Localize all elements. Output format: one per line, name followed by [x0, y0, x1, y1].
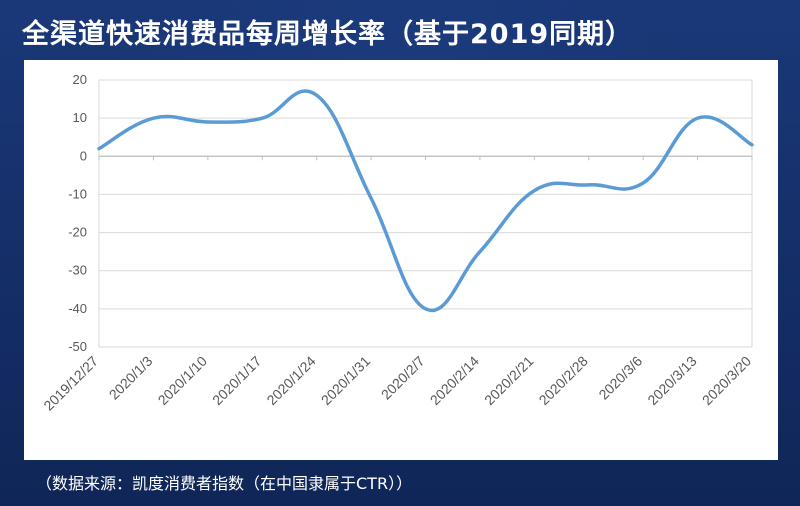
y-tick-label: -40 — [68, 301, 87, 316]
x-tick-label: 2020/2/28 — [536, 353, 592, 409]
x-tick-label: 2020/1/3 — [106, 353, 156, 403]
page-title: 全渠道快速消费品每周增长率（基于2019同期） — [22, 19, 634, 50]
y-tick-label: -50 — [68, 339, 87, 354]
y-tick-label: -30 — [68, 263, 87, 278]
series-layer — [97, 89, 754, 313]
chart-panel: 20 10 0 -10 -20 -30 -40 -50 2019/12/27 2020/1/3 2… — [24, 60, 778, 460]
x-axis-tick-labels: 2019/12/27 2020/1/3 2020/1/10 2020/1/17 2020… — [40, 353, 754, 414]
y-tick-label: -10 — [68, 186, 87, 201]
x-tick-label: 2020/2/7 — [378, 353, 428, 403]
x-tick-label: 2020/2/21 — [481, 353, 537, 409]
x-tick-label: 2019/12/27 — [40, 353, 101, 414]
x-tick-label: 2020/3/13 — [644, 353, 700, 409]
y-tick-label: 0 — [80, 148, 87, 163]
x-tick-label: 2020/1/31 — [318, 353, 374, 409]
x-tick-label: 2020/1/17 — [209, 353, 265, 409]
y-axis-tick-labels: 20 10 0 -10 -20 -30 -40 -50 — [68, 72, 87, 354]
x-axis — [98, 155, 753, 161]
y-tick-label: 20 — [73, 72, 87, 87]
y-tick-label: 10 — [73, 110, 87, 125]
x-tick-label: 2020/2/14 — [427, 353, 483, 409]
x-tick-label: 2020/3/6 — [595, 353, 645, 403]
x-tick-label: 2020/3/20 — [699, 353, 755, 409]
data-source-note: （数据来源：凯度消费者指数（在中国隶属于CTR）） — [36, 474, 413, 493]
series-line — [97, 89, 754, 313]
x-tick-label: 2020/1/24 — [263, 353, 319, 409]
y-tick-label: -20 — [68, 225, 87, 240]
x-tick-label: 2020/1/10 — [155, 353, 211, 409]
